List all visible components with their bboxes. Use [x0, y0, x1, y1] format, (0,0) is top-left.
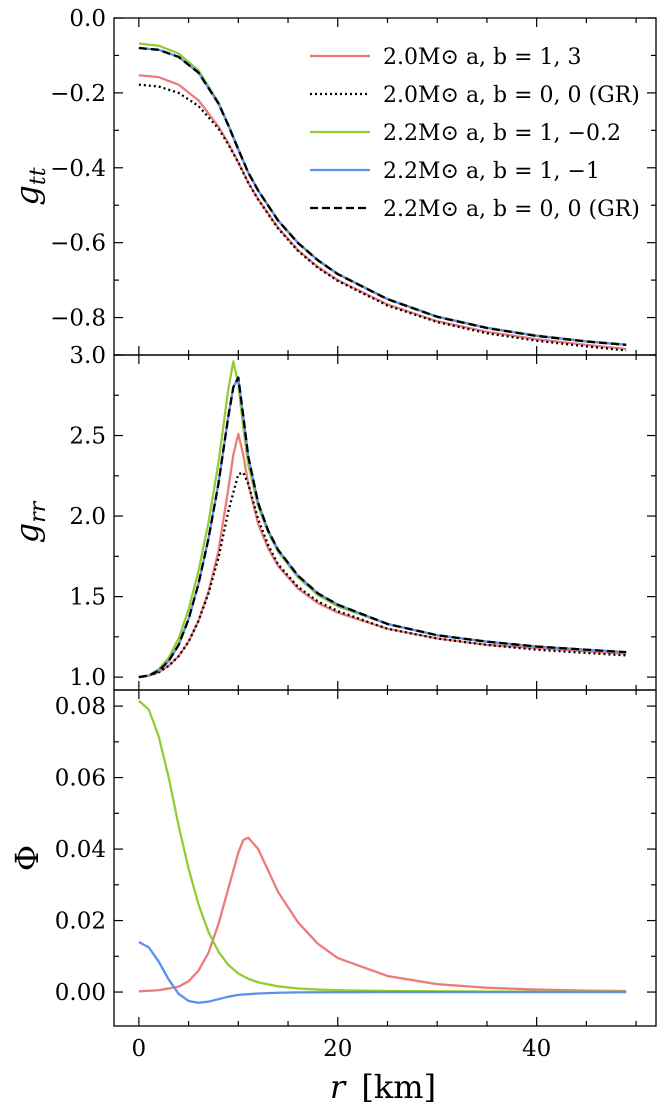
legend-item-s5: 2.2M⊙ a, b = 0, 0 (GR): [310, 197, 640, 222]
legend-label: 2.2M⊙ a, b = 1, −0.2: [383, 121, 621, 146]
y-axis-label: gtt: [8, 167, 51, 205]
y-tick-label: 0.06: [55, 766, 106, 792]
legend-item-s4: 2.2M⊙ a, b = 1, −1: [310, 159, 600, 184]
series-line-s2: [138, 83, 627, 352]
y-tick-label: −0.8: [50, 306, 106, 332]
y-axis-label: Φ: [8, 845, 46, 871]
series-line-s4: [138, 376, 627, 679]
panel-3-series: [138, 699, 627, 1004]
legend-item-s2: 2.0M⊙ a, b = 0, 0 (GR): [310, 83, 640, 108]
y-axis-label-main: g: [8, 185, 46, 205]
panel-2-frame: [113, 354, 657, 691]
y-axis-label-sub: tt: [26, 167, 51, 185]
y-tick-label: 0.00: [55, 980, 106, 1006]
y-axis-label-main: g: [8, 523, 46, 543]
series-line-s1: [138, 836, 627, 993]
panel-1-series: [138, 42, 627, 352]
panel-3: 0.00 0.02 0.04 0.06 0.08 Φ: [8, 689, 657, 1027]
panel-2: 1.0 1.5 2.0 2.5 3.0 grr: [8, 343, 657, 691]
x-tick-label: 20: [323, 1036, 352, 1062]
y-tick-label: 0.04: [55, 837, 106, 863]
legend-label: 2.0M⊙ a, b = 1, 3: [383, 45, 582, 70]
x-tick-label: 40: [522, 1036, 551, 1062]
series-line-s2: [138, 471, 627, 679]
y-axis-label-sub: rr: [26, 500, 51, 523]
series-line-s4: [138, 940, 627, 1004]
panel-3-frame: [113, 689, 657, 1027]
legend: 2.0M⊙ a, b = 1, 3 2.0M⊙ a, b = 0, 0 (GR) 2…: [310, 45, 640, 222]
series-line-s3: [138, 699, 627, 993]
y-tick-label: 1.0: [69, 665, 106, 691]
legend-label: 2.2M⊙ a, b = 0, 0 (GR): [383, 197, 640, 222]
y-tick-label: 3.0: [69, 343, 106, 369]
x-tick-label: 0: [132, 1036, 147, 1062]
legend-item-s1: 2.0M⊙ a, b = 1, 3: [310, 45, 582, 70]
y-axis-label-main: Φ: [8, 845, 46, 871]
series-line-s5: [138, 376, 627, 679]
y-tick-label: −0.2: [50, 81, 106, 107]
y-tick-label: −0.6: [50, 231, 106, 257]
panel-2-series: [138, 360, 627, 679]
y-axis-label: grr: [8, 500, 51, 543]
legend-label: 2.2M⊙ a, b = 1, −1: [383, 159, 600, 184]
y-tick-label: 0.08: [55, 694, 106, 720]
y-tick-label: −0.4: [50, 156, 106, 182]
panels: 0.0−0.2−0.4−0.6−0.8gtt1.01.52.02.53.0grr…: [8, 6, 657, 1062]
x-axis-label-unit: [km]: [361, 1068, 436, 1106]
y-tick-label: 2.5: [69, 424, 106, 450]
series-line-s1: [138, 432, 627, 679]
series-line-s5: [138, 46, 627, 347]
x-axis-label-variable: r: [330, 1068, 347, 1106]
x-axis-label: r [km]: [330, 1068, 436, 1106]
legend-item-s3: 2.2M⊙ a, b = 1, −0.2: [310, 121, 621, 146]
y-tick-label: 2.0: [69, 504, 106, 530]
y-tick-label: 1.5: [69, 585, 106, 611]
y-tick-label: 0.0: [69, 6, 106, 32]
panel-1: 0.0 −0.2 −0.4 −0.6 −0.8 gtt: [8, 6, 657, 356]
legend-label: 2.0M⊙ a, b = 0, 0 (GR): [383, 83, 640, 108]
y-tick-label: 0.02: [55, 909, 106, 935]
